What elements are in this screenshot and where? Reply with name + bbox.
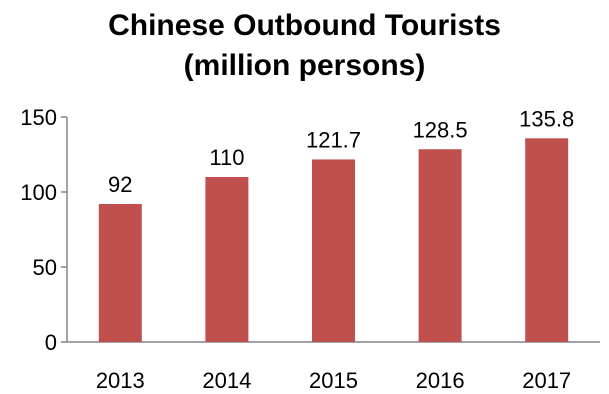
bar-2016 <box>418 149 462 342</box>
x-tick-label-2014: 2014 <box>202 368 251 393</box>
y-tick-label: 150 <box>20 105 57 130</box>
x-tick-label-2015: 2015 <box>309 368 358 393</box>
bar-2017 <box>525 138 569 342</box>
bar-2015 <box>312 159 355 342</box>
data-label-2017: 135.8 <box>519 106 574 131</box>
chart-subtitle: (million persons) <box>183 49 426 82</box>
data-label-2015: 121.7 <box>306 127 361 152</box>
y-tick-label: 0 <box>45 330 57 355</box>
chart-title-block: Chinese Outbound Tourists (million perso… <box>0 6 609 86</box>
x-tick-label-2013: 2013 <box>96 368 145 393</box>
data-label-2013: 92 <box>108 172 132 197</box>
bar-2013 <box>98 204 142 342</box>
chart-title: Chinese Outbound Tourists <box>108 9 501 42</box>
y-tick-label: 50 <box>33 255 57 280</box>
data-label-2016: 128.5 <box>413 117 468 142</box>
data-label-2014: 110 <box>209 145 244 170</box>
x-tick-label-2017: 2017 <box>522 368 571 393</box>
bar-2014 <box>205 177 249 342</box>
x-tick-label-2016: 2016 <box>416 368 465 393</box>
y-tick-label: 100 <box>20 180 57 205</box>
